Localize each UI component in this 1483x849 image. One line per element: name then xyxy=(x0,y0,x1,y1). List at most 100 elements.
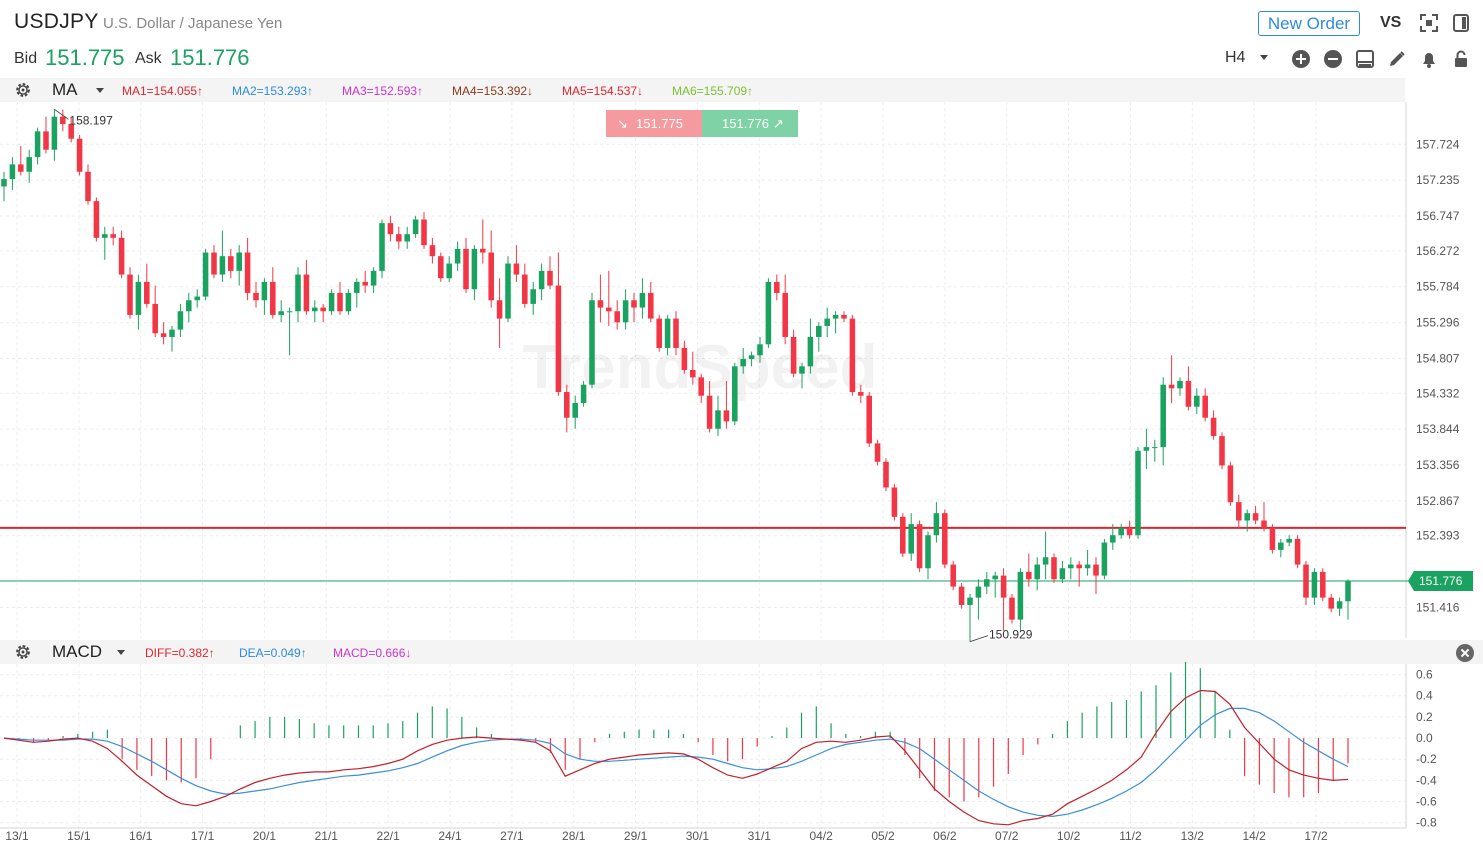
low-annotation: 150.929 xyxy=(989,628,1033,642)
candle-up xyxy=(1068,564,1074,569)
candle-down xyxy=(1202,395,1208,418)
timeframe-selector[interactable]: H4 xyxy=(1225,49,1246,66)
ma-dropdown-chevron-icon[interactable] xyxy=(96,88,104,93)
candle-down xyxy=(883,461,889,488)
time-tick-label: 27/1 xyxy=(500,829,524,843)
candle-down xyxy=(1185,381,1192,407)
candle-down xyxy=(874,443,881,462)
candle-down xyxy=(555,285,562,393)
time-tick-label: 29/1 xyxy=(624,829,648,843)
candle-up xyxy=(538,270,545,290)
draw-pencil-icon[interactable] xyxy=(1387,49,1407,69)
macdVals-item: MACD=0.666↓ xyxy=(333,646,412,660)
candle-up xyxy=(580,384,587,404)
candle-down xyxy=(1261,520,1267,528)
candle-up xyxy=(1336,601,1343,609)
candle-up xyxy=(572,403,578,418)
macd-indicator-bar xyxy=(0,640,1483,664)
time-tick-label: 24/1 xyxy=(438,829,462,843)
maVals-item: MA3=152.593↑ xyxy=(342,84,424,98)
symbol-description: U.S. Dollar / Japanese Yen xyxy=(103,15,283,32)
price-tick-label: 153.356 xyxy=(1416,458,1460,472)
macd-tick-label: 0.2 xyxy=(1416,710,1433,724)
candle-down xyxy=(463,248,469,290)
time-tick-label: 15/1 xyxy=(67,829,91,843)
candle-up xyxy=(1194,395,1200,407)
fullscreen-icon[interactable] xyxy=(1419,13,1439,33)
symbol-header: USDJPY U.S. Dollar / Japanese Yen Bid 15… xyxy=(0,0,1483,78)
candle-up xyxy=(412,219,419,235)
candle-up xyxy=(345,292,352,312)
zoom-out-icon[interactable] xyxy=(1323,49,1343,69)
candle-down xyxy=(43,131,49,150)
alert-bell-icon[interactable] xyxy=(1419,49,1439,69)
candle-up xyxy=(799,366,805,374)
vs-button[interactable]: VS xyxy=(1380,14,1402,31)
candle-down xyxy=(1294,538,1301,565)
macd-settings-gear-icon[interactable] xyxy=(14,643,32,661)
new-order-button[interactable]: New Order xyxy=(1258,11,1360,36)
ma-settings-gear-icon[interactable] xyxy=(14,81,32,99)
candle-up xyxy=(1345,581,1351,602)
candle-down xyxy=(866,395,872,444)
close-macd-icon[interactable] xyxy=(1456,644,1474,662)
time-tick-label: 04/2 xyxy=(809,829,833,843)
lock-icon[interactable] xyxy=(1451,49,1471,69)
candle-down xyxy=(698,377,704,396)
macd-tick-label: 0.4 xyxy=(1416,689,1433,703)
time-tick-label: 21/1 xyxy=(315,829,339,843)
time-tick-label: 20/1 xyxy=(253,829,277,843)
macdVals-item: DEA=0.049↑ xyxy=(239,646,307,660)
candle-down xyxy=(597,300,604,308)
candle-up xyxy=(1110,535,1116,543)
macd-indicator-name[interactable]: MACD xyxy=(52,642,103,661)
time-tick-label: 11/2 xyxy=(1119,829,1142,843)
maVals-item: MA5=154.537↓ xyxy=(562,84,644,98)
time-tick-label: 07/2 xyxy=(995,829,1019,843)
candle-down xyxy=(18,164,24,172)
candle-down xyxy=(1328,597,1334,609)
candle-down xyxy=(606,307,612,312)
window-icon[interactable] xyxy=(1451,13,1471,33)
chevron-down-icon[interactable] xyxy=(1260,55,1268,60)
macd-tick-label: -0.8 xyxy=(1416,816,1437,830)
bid-label: Bid xyxy=(14,50,38,67)
candle-up xyxy=(379,223,385,271)
candle-up xyxy=(740,358,746,367)
candle-up xyxy=(446,263,452,279)
symbol-name[interactable]: USDJPY xyxy=(14,10,99,33)
zoom-in-icon[interactable] xyxy=(1291,49,1311,69)
macd-diff-line xyxy=(3,689,1349,826)
price-tick-label: 155.784 xyxy=(1416,280,1460,294)
candle-down xyxy=(564,392,570,418)
candle-down xyxy=(681,347,688,370)
candle-down xyxy=(673,318,679,348)
quote-bid-box xyxy=(606,110,702,137)
candle-down xyxy=(421,219,427,246)
candle-down xyxy=(303,274,310,312)
candle-up xyxy=(354,281,360,293)
candle-up xyxy=(992,575,998,580)
macd-dropdown-chevron-icon[interactable] xyxy=(117,650,125,655)
candle-down xyxy=(942,513,948,565)
bid-value: 151.775 xyxy=(45,45,125,70)
time-tick-label: 17/2 xyxy=(1304,829,1328,843)
time-tick-label: 10/2 xyxy=(1057,829,1081,843)
price-tick-label: 153.844 xyxy=(1416,422,1460,436)
candle-down xyxy=(1051,557,1057,580)
candle-up xyxy=(1059,568,1066,580)
ma-indicator-name[interactable]: MA xyxy=(52,80,78,99)
candle-down xyxy=(656,318,662,348)
candle-down xyxy=(160,333,167,337)
candle-up xyxy=(1311,571,1318,598)
layout-icon[interactable] xyxy=(1355,49,1375,69)
candle-up xyxy=(278,311,284,315)
candle-down xyxy=(438,256,444,279)
candle-up xyxy=(312,307,318,312)
price-tick-label: 155.296 xyxy=(1416,316,1460,330)
maVals-item: MA2=153.293↑ xyxy=(232,84,314,98)
candle-up xyxy=(530,289,536,304)
candle-up xyxy=(295,274,301,312)
candle-down xyxy=(1009,597,1015,620)
